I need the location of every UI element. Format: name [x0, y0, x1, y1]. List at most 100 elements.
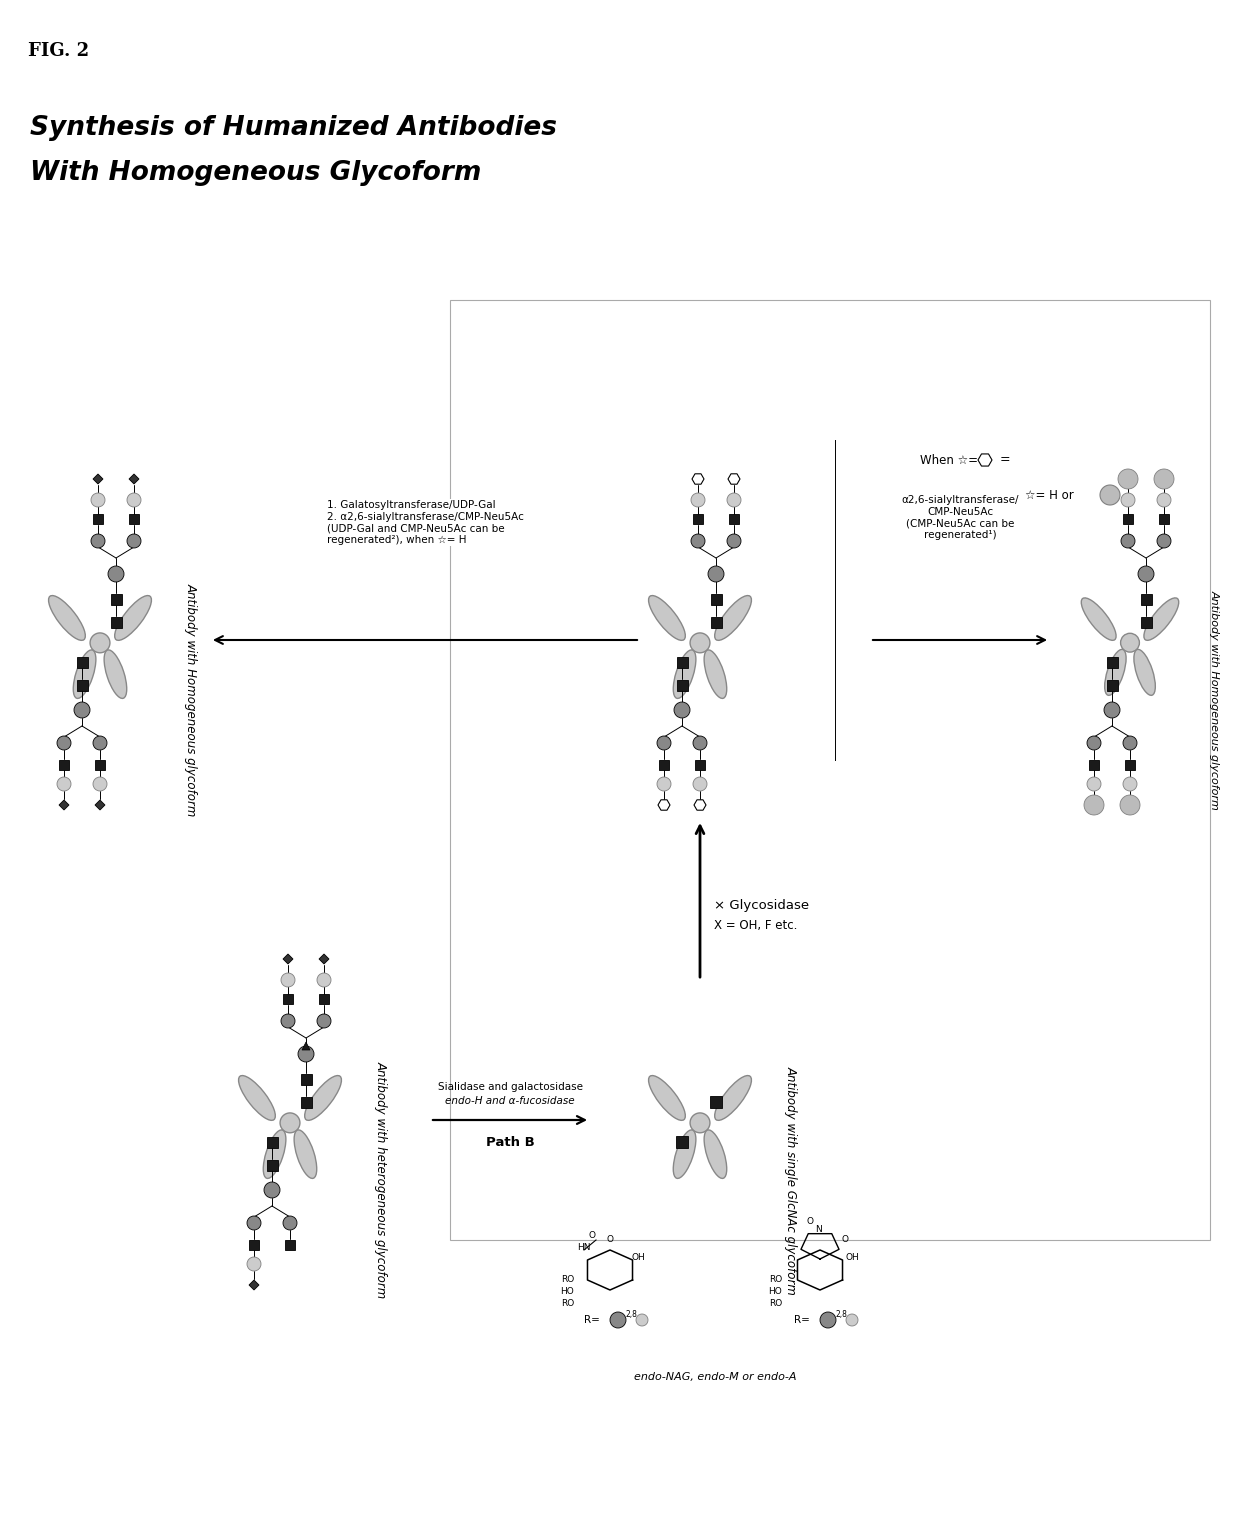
Bar [77, 657, 88, 667]
Circle shape [91, 633, 110, 652]
Polygon shape [60, 799, 69, 810]
Bar [110, 616, 122, 628]
Circle shape [1121, 534, 1135, 548]
Circle shape [691, 633, 711, 652]
Circle shape [693, 777, 707, 790]
Bar [249, 1239, 259, 1250]
Circle shape [281, 1013, 295, 1029]
Text: R=: R= [794, 1315, 810, 1324]
Circle shape [57, 736, 71, 749]
Ellipse shape [704, 649, 727, 698]
Circle shape [675, 702, 689, 718]
Circle shape [1121, 493, 1135, 507]
Text: O: O [806, 1218, 813, 1227]
Bar [1106, 657, 1117, 667]
Circle shape [1104, 702, 1120, 718]
Text: ☆= H or: ☆= H or [1025, 488, 1074, 502]
Ellipse shape [305, 1076, 341, 1121]
Circle shape [691, 493, 706, 507]
Text: When ☆=: When ☆= [920, 454, 978, 467]
Circle shape [1154, 469, 1174, 488]
Ellipse shape [48, 596, 86, 640]
Bar [1089, 760, 1099, 771]
Circle shape [247, 1217, 260, 1230]
Text: FIG. 2: FIG. 2 [29, 42, 89, 61]
Text: Antibody with heterogeneous glycoform: Antibody with heterogeneous glycoform [374, 1062, 388, 1299]
Circle shape [1084, 795, 1104, 815]
Circle shape [1100, 485, 1120, 505]
Circle shape [657, 777, 671, 790]
Ellipse shape [1143, 598, 1179, 640]
Text: Path B: Path B [486, 1136, 534, 1148]
Bar [450, 300, 1210, 1239]
Text: R=: R= [584, 1315, 600, 1324]
Ellipse shape [73, 649, 95, 698]
Circle shape [727, 534, 742, 548]
Ellipse shape [238, 1076, 275, 1121]
Text: RO: RO [560, 1300, 574, 1309]
Text: × Glycosidase: × Glycosidase [714, 898, 810, 912]
Circle shape [317, 1013, 331, 1029]
Bar [93, 514, 103, 523]
Circle shape [1157, 534, 1171, 548]
Text: Synthesis of Humanized Antibodies: Synthesis of Humanized Antibodies [30, 115, 557, 141]
Bar [711, 1095, 722, 1107]
Circle shape [657, 736, 671, 749]
Circle shape [1157, 493, 1171, 507]
Ellipse shape [673, 1130, 696, 1179]
Circle shape [1118, 469, 1138, 488]
Ellipse shape [114, 596, 151, 640]
Circle shape [1123, 777, 1137, 790]
Bar [711, 616, 722, 628]
Text: endo-NAG, endo-M or endo-A: endo-NAG, endo-M or endo-A [634, 1371, 796, 1382]
Circle shape [281, 972, 295, 988]
Circle shape [93, 777, 107, 790]
Polygon shape [129, 473, 139, 484]
Text: Antibody with single GlcNAc glycoform: Antibody with single GlcNAc glycoform [785, 1065, 799, 1294]
Text: =: = [999, 454, 1011, 467]
Bar [267, 1136, 278, 1147]
Ellipse shape [1133, 649, 1156, 695]
Circle shape [1087, 736, 1101, 749]
Polygon shape [93, 473, 103, 484]
Text: 1. Galatosyltransferase/UDP-Gal
2. α2,6-sialyltransferase/CMP-Neu5Ac
(UDP-Gal an: 1. Galatosyltransferase/UDP-Gal 2. α2,6-… [326, 501, 523, 545]
Circle shape [108, 566, 124, 583]
Bar [95, 760, 105, 771]
Ellipse shape [104, 649, 126, 698]
Ellipse shape [649, 1076, 686, 1121]
Text: RO: RO [769, 1300, 782, 1309]
Bar [1141, 593, 1152, 604]
Ellipse shape [1105, 649, 1126, 695]
Circle shape [91, 493, 105, 507]
Bar [694, 760, 706, 771]
Bar [60, 760, 69, 771]
Text: 2,8: 2,8 [626, 1309, 637, 1318]
Circle shape [93, 736, 107, 749]
Circle shape [846, 1314, 858, 1326]
Text: endo-H and α-fucosidase: endo-H and α-fucosidase [445, 1095, 575, 1106]
Circle shape [693, 736, 707, 749]
Bar [676, 1136, 688, 1148]
Bar [267, 1159, 278, 1171]
Ellipse shape [704, 1130, 727, 1179]
Text: HN: HN [578, 1244, 590, 1253]
Text: O: O [842, 1235, 849, 1244]
Text: RO: RO [769, 1276, 782, 1285]
Bar [319, 994, 329, 1004]
Bar [1123, 514, 1133, 523]
Bar [677, 657, 687, 667]
Polygon shape [249, 1280, 259, 1289]
Bar [110, 593, 122, 604]
Text: HO: HO [769, 1288, 782, 1297]
Circle shape [317, 972, 331, 988]
Circle shape [636, 1314, 649, 1326]
Bar [711, 593, 722, 604]
Bar [285, 1239, 295, 1250]
Bar [658, 760, 670, 771]
Text: OH: OH [846, 1253, 859, 1262]
Bar [677, 680, 687, 690]
Bar [729, 514, 739, 523]
Bar [129, 514, 139, 523]
Bar [300, 1097, 311, 1107]
Polygon shape [283, 954, 293, 963]
